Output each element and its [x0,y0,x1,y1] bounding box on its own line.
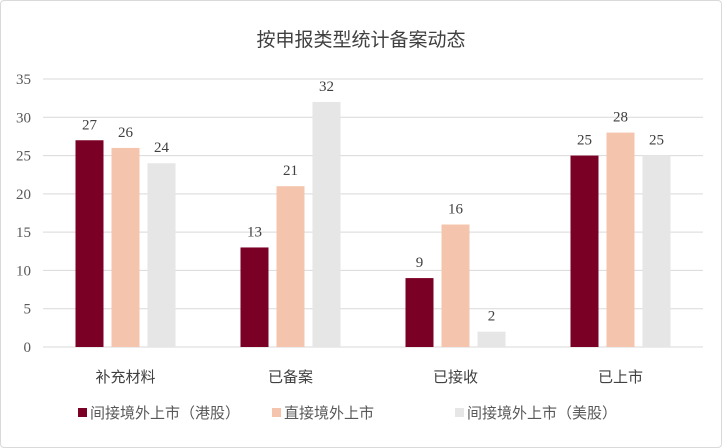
x-tick-label: 已接收 [433,368,478,386]
bar [477,331,506,347]
y-tick-label: 25 [16,149,31,165]
legend-swatch [272,408,281,417]
bar [606,132,635,347]
bar [642,155,671,347]
legend-swatch [78,408,87,417]
y-tick-label: 0 [24,340,32,356]
data-label: 27 [82,117,98,133]
legend-label: 直接境外上市 [284,404,374,422]
legend-label: 间接境外上市（港股） [90,404,240,422]
bar [75,140,104,347]
data-label: 24 [154,140,170,156]
bar [240,247,269,347]
legend-item: 间接境外上市（美股） [455,404,617,422]
legend-item: 间接境外上市（港股） [78,404,240,422]
bar [147,163,176,347]
y-tick-label: 30 [16,110,31,126]
y-tick-label: 15 [16,225,31,241]
bar [441,224,470,347]
data-label: 25 [577,133,592,149]
data-label: 9 [416,255,424,271]
data-label: 28 [613,110,628,126]
legend-swatch [455,408,464,417]
x-tick-label: 补充材料 [95,368,155,386]
legend-item: 直接境外上市 [272,404,374,422]
y-tick-label: 35 [16,72,31,88]
bar [276,186,305,347]
data-label: 2 [488,309,496,325]
data-label: 26 [118,125,134,141]
chart-title: 按申报类型统计备案动态 [256,29,465,51]
x-tick-label: 已备案 [268,368,313,386]
legend-label: 间接境外上市（美股） [467,404,617,422]
data-label: 25 [649,133,664,149]
y-tick-label: 20 [16,187,31,203]
data-label: 13 [247,224,262,240]
x-tick-label: 已上市 [598,368,643,386]
y-tick-label: 10 [16,263,31,279]
data-label: 32 [319,79,334,95]
bar [312,101,341,347]
bar [570,155,599,347]
y-tick-label: 5 [24,302,32,318]
bar [111,147,140,347]
data-label: 16 [448,201,464,217]
bar [405,278,434,347]
data-label: 21 [283,163,298,179]
